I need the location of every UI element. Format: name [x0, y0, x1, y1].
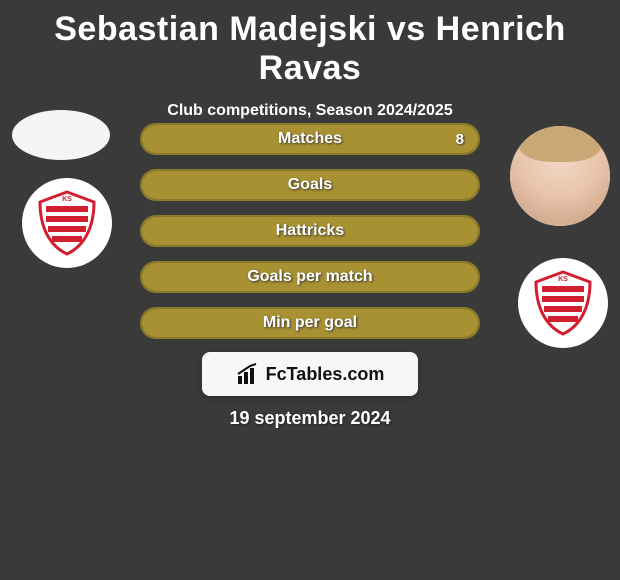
stat-value-right: 8: [456, 131, 464, 148]
player-right-avatar: [510, 126, 610, 226]
player-left-avatar: [12, 110, 110, 160]
stat-label: Hattricks: [276, 222, 344, 240]
svg-text:KS: KS: [558, 276, 568, 283]
stat-label: Min per goal: [263, 314, 357, 332]
stat-row-goals: Goals: [140, 169, 480, 201]
stat-label: Goals: [288, 176, 332, 194]
fctables-brand-text: FcTables.com: [266, 364, 385, 385]
cracovia-logo-icon: KS: [32, 188, 102, 258]
club-badge-left: KS: [22, 178, 112, 268]
face-placeholder-icon: [510, 126, 610, 226]
date-text: 19 september 2024: [0, 408, 620, 429]
stats-container: Matches 8 Goals Hattricks Goals per matc…: [140, 123, 480, 353]
stat-label: Goals per match: [247, 268, 372, 286]
stat-row-hattricks: Hattricks: [140, 215, 480, 247]
page-title: Sebastian Madejski vs Henrich Ravas: [0, 0, 620, 88]
stat-row-goals-per-match: Goals per match: [140, 261, 480, 293]
cracovia-logo-icon: KS: [528, 268, 598, 338]
stat-row-min-per-goal: Min per goal: [140, 307, 480, 339]
stat-row-matches: Matches 8: [140, 123, 480, 155]
fctables-badge: FcTables.com: [202, 352, 418, 396]
stat-label: Matches: [278, 130, 342, 148]
svg-text:KS: KS: [62, 196, 72, 203]
club-badge-right: KS: [518, 258, 608, 348]
bar-chart-icon: [236, 362, 260, 386]
